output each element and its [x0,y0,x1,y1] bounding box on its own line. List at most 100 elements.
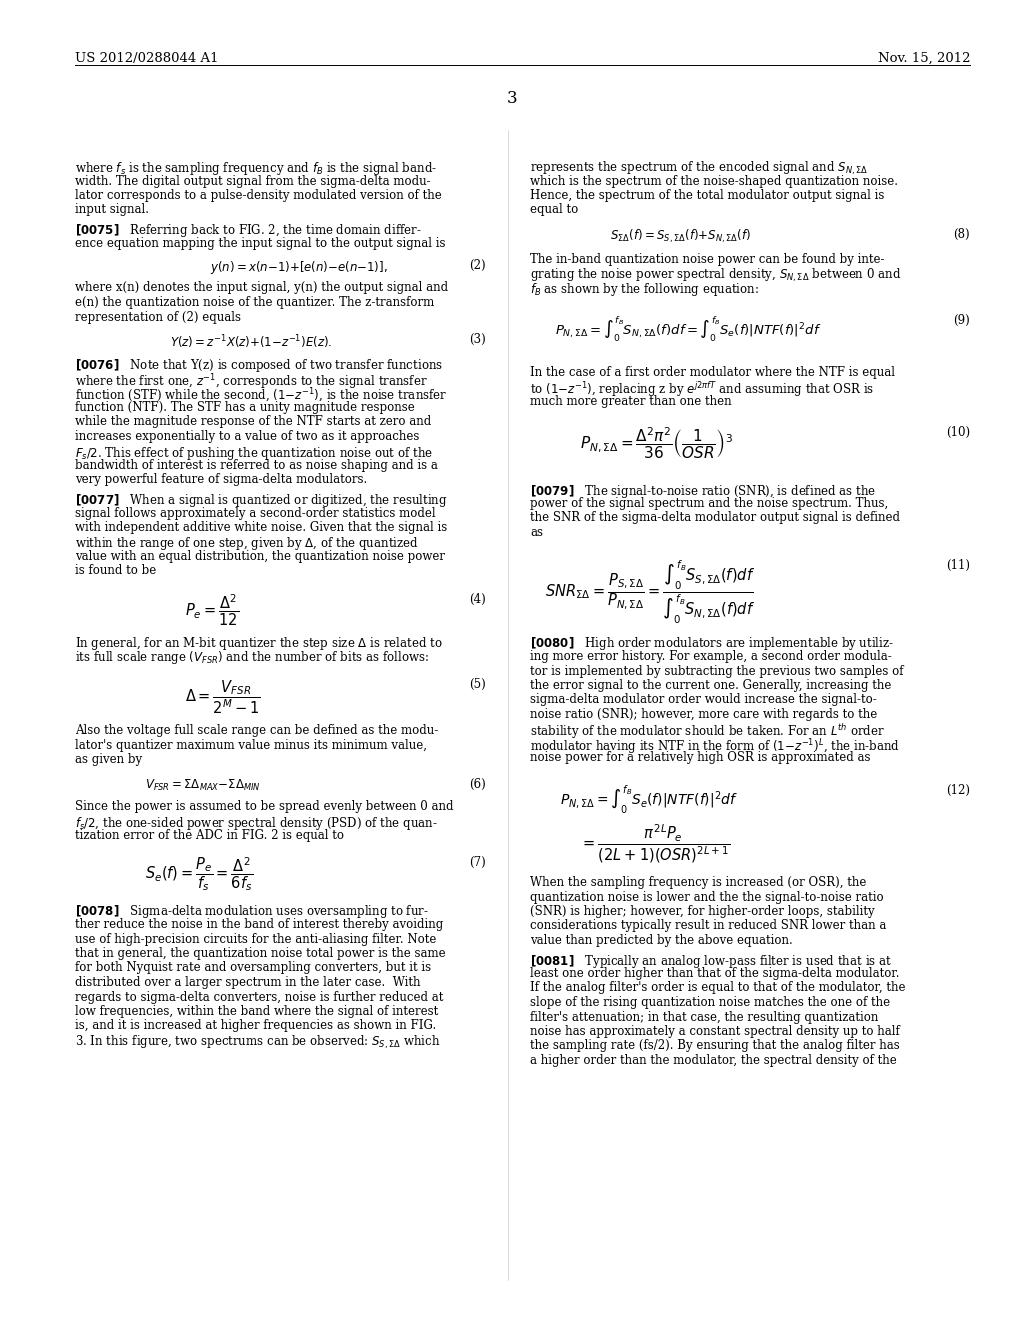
Text: $S_e(f) = \dfrac{P_e}{f_s} = \dfrac{\Delta^2}{6f_s}$: $S_e(f) = \dfrac{P_e}{f_s} = \dfrac{\Del… [145,855,253,894]
Text: the sampling rate (fs/2). By ensuring that the analog filter has: the sampling rate (fs/2). By ensuring th… [530,1040,900,1052]
Text: (6): (6) [469,777,486,791]
Text: as: as [530,525,543,539]
Text: $\mathbf{[0081]}$   Typically an analog low-pass filter is used that is at: $\mathbf{[0081]}$ Typically an analog lo… [530,953,892,969]
Text: to $(1{-}z^{-1})$, replacing z by $e^{j2\pi fT}$ and assuming that OSR is: to $(1{-}z^{-1})$, replacing z by $e^{j2… [530,380,874,400]
Text: increases exponentially to a value of two as it approaches: increases exponentially to a value of tw… [75,430,420,444]
Text: the SNR of the sigma-delta modulator output signal is defined: the SNR of the sigma-delta modulator out… [530,511,900,524]
Text: $P_{N,\Sigma\Delta} = \int_0^{f_B} S_{N,\Sigma\Delta}(f)df = \int_0^{f_B} S_e(f): $P_{N,\Sigma\Delta} = \int_0^{f_B} S_{N,… [555,314,821,343]
Text: (9): (9) [953,314,970,327]
Text: $\mathbf{[0076]}$   Note that Y(z) is composed of two transfer functions: $\mathbf{[0076]}$ Note that Y(z) is comp… [75,358,443,375]
Text: function (STF) while the second, $(1{-}z^{-1})$, is the noise transfer: function (STF) while the second, $(1{-}z… [75,387,447,404]
Text: while the magnitude response of the NTF starts at zero and: while the magnitude response of the NTF … [75,416,431,429]
Text: bandwidth of interest is referred to as noise shaping and is a: bandwidth of interest is referred to as … [75,459,438,473]
Text: Since the power is assumed to be spread evenly between 0 and: Since the power is assumed to be spread … [75,800,454,813]
Text: noise ratio (SNR); however, more care with regards to the: noise ratio (SNR); however, more care wi… [530,708,878,721]
Text: where $f_s$ is the sampling frequency and $f_B$ is the signal band-: where $f_s$ is the sampling frequency an… [75,160,437,177]
Text: filter's attenuation; in that case, the resulting quantization: filter's attenuation; in that case, the … [530,1011,879,1023]
Text: The in-band quantization noise power can be found by inte-: The in-band quantization noise power can… [530,252,885,265]
Text: e(n) the quantization noise of the quantizer. The z-transform: e(n) the quantization noise of the quant… [75,296,434,309]
Text: slope of the rising quantization noise matches the one of the: slope of the rising quantization noise m… [530,997,890,1008]
Text: (11): (11) [946,558,970,572]
Text: modulator having its NTF in the form of $(1{-}z^{-1})^L$, the in-band: modulator having its NTF in the form of … [530,737,900,756]
Text: If the analog filter's order is equal to that of the modulator, the: If the analog filter's order is equal to… [530,982,905,994]
Text: (2): (2) [469,259,486,272]
Text: $P_e = \dfrac{\Delta^2}{12}$: $P_e = \dfrac{\Delta^2}{12}$ [185,593,240,628]
Text: $\Delta = \dfrac{V_{FSR}}{2^M - 1}$: $\Delta = \dfrac{V_{FSR}}{2^M - 1}$ [185,678,261,715]
Text: signal follows approximately a second-order statistics model: signal follows approximately a second-or… [75,507,435,520]
Text: equal to: equal to [530,203,579,216]
Text: (3): (3) [469,333,486,346]
Text: (12): (12) [946,784,970,797]
Text: its full scale range $(V_{FSR})$ and the number of bits as follows:: its full scale range $(V_{FSR})$ and the… [75,649,429,667]
Text: quantization noise is lower and the the signal-to-noise ratio: quantization noise is lower and the the … [530,891,884,903]
Text: Hence, the spectrum of the total modulator output signal is: Hence, the spectrum of the total modulat… [530,189,885,202]
Text: Also the voltage full scale range can be defined as the modu-: Also the voltage full scale range can be… [75,723,438,737]
Text: is, and it is increased at higher frequencies as shown in FIG.: is, and it is increased at higher freque… [75,1019,436,1032]
Text: ing more error history. For example, a second order modula-: ing more error history. For example, a s… [530,649,892,663]
Text: where x(n) denotes the input signal, y(n) the output signal and: where x(n) denotes the input signal, y(n… [75,281,449,294]
Text: use of high-precision circuits for the anti-aliasing filter. Note: use of high-precision circuits for the a… [75,932,436,945]
Text: When the sampling frequency is increased (or OSR), the: When the sampling frequency is increased… [530,876,866,888]
Text: In general, for an M-bit quantizer the step size $\Delta$ is related to: In general, for an M-bit quantizer the s… [75,635,442,652]
Text: $f_s/2$, the one-sided power spectral density (PSD) of the quan-: $f_s/2$, the one-sided power spectral de… [75,814,437,832]
Text: $S_{\Sigma\Delta}(f){=}S_{S,\Sigma\Delta}(f){+}S_{N,\Sigma\Delta}(f)$: $S_{\Sigma\Delta}(f){=}S_{S,\Sigma\Delta… [610,228,751,246]
Text: as given by: as given by [75,752,142,766]
Text: lator's quantizer maximum value minus its minimum value,: lator's quantizer maximum value minus it… [75,738,427,751]
Text: (10): (10) [946,425,970,438]
Text: $\mathbf{[0078]}$   Sigma-delta modulation uses oversampling to fur-: $\mathbf{[0078]}$ Sigma-delta modulation… [75,903,429,920]
Text: US 2012/0288044 A1: US 2012/0288044 A1 [75,51,218,65]
Text: distributed over a larger spectrum in the later case.  With: distributed over a larger spectrum in th… [75,975,421,989]
Text: $F_s/2$. This effect of pushing the quantization noise out of the: $F_s/2$. This effect of pushing the quan… [75,445,433,462]
Text: ther reduce the noise in the band of interest thereby avoiding: ther reduce the noise in the band of int… [75,917,443,931]
Text: for both Nyquist rate and oversampling converters, but it is: for both Nyquist rate and oversampling c… [75,961,431,974]
Text: $V_{FSR}{=}\Sigma\Delta_{MAX}{-}\Sigma\Delta_{MIN}$: $V_{FSR}{=}\Sigma\Delta_{MAX}{-}\Sigma\D… [145,777,261,792]
Text: width. The digital output signal from the sigma-delta modu-: width. The digital output signal from th… [75,174,431,187]
Text: ence equation mapping the input signal to the output signal is: ence equation mapping the input signal t… [75,236,445,249]
Text: $f_B$ as shown by the following equation:: $f_B$ as shown by the following equation… [530,281,759,298]
Text: tization error of the ADC in FIG. 2 is equal to: tization error of the ADC in FIG. 2 is e… [75,829,344,842]
Text: $\mathbf{[0080]}$   High order modulators are implementable by utiliz-: $\mathbf{[0080]}$ High order modulators … [530,635,894,652]
Text: with independent additive white noise. Given that the signal is: with independent additive white noise. G… [75,521,447,535]
Text: sigma-delta modulator order would increase the signal-to-: sigma-delta modulator order would increa… [530,693,877,706]
Text: $\mathbf{[0079]}$   The signal-to-noise ratio (SNR), is defined as the: $\mathbf{[0079]}$ The signal-to-noise ra… [530,483,877,499]
Text: regards to sigma-delta converters, noise is further reduced at: regards to sigma-delta converters, noise… [75,990,443,1003]
Text: $y(n){=}x(n{-}1){+}[e(n){-}e(n{-}1)],$: $y(n){=}x(n{-}1){+}[e(n){-}e(n{-}1)],$ [210,259,388,276]
Text: considerations typically result in reduced SNR lower than a: considerations typically result in reduc… [530,920,887,932]
Text: $P_{N,\Sigma\Delta} = \int_0^{f_B} S_e(f)|NTF(f)|^2 df$: $P_{N,\Sigma\Delta} = \int_0^{f_B} S_e(f… [560,784,738,816]
Text: represents the spectrum of the encoded signal and $S_{N,\Sigma\Delta}$: represents the spectrum of the encoded s… [530,160,868,177]
Text: which is the spectrum of the noise-shaped quantization noise.: which is the spectrum of the noise-shape… [530,174,898,187]
Text: low frequencies, within the band where the signal of interest: low frequencies, within the band where t… [75,1005,438,1018]
Text: value with an equal distribution, the quantization noise power: value with an equal distribution, the qu… [75,550,445,564]
Text: $P_{N,\Sigma\Delta} = \dfrac{\Delta^2\pi^2}{36}\left(\dfrac{1}{OSR}\right)^3$: $P_{N,\Sigma\Delta} = \dfrac{\Delta^2\pi… [580,425,733,461]
Text: $= \dfrac{\pi^{2L} P_e}{(2L+1)(OSR)^{2L+1}}$: $= \dfrac{\pi^{2L} P_e}{(2L+1)(OSR)^{2L+… [580,822,730,865]
Text: 3. In this figure, two spectrums can be observed: $S_{S,\Sigma\Delta}$ which: 3. In this figure, two spectrums can be … [75,1034,440,1051]
Text: noise has approximately a constant spectral density up to half: noise has approximately a constant spect… [530,1026,900,1038]
Text: (5): (5) [469,678,486,690]
Text: tor is implemented by subtracting the previous two samples of: tor is implemented by subtracting the pr… [530,664,903,677]
Text: that in general, the quantization noise total power is the same: that in general, the quantization noise … [75,946,445,960]
Text: power of the signal spectrum and the noise spectrum. Thus,: power of the signal spectrum and the noi… [530,498,888,510]
Text: within the range of one step, given by $\Delta$, of the quantized: within the range of one step, given by $… [75,536,419,553]
Text: where the first one, $z^{-1}$, corresponds to the signal transfer: where the first one, $z^{-1}$, correspon… [75,372,428,392]
Text: $\mathbf{[0075]}$   Referring back to FIG. 2, the time domain differ-: $\mathbf{[0075]}$ Referring back to FIG.… [75,222,422,239]
Text: (SNR) is higher; however, for higher-order loops, stability: (SNR) is higher; however, for higher-ord… [530,906,874,917]
Text: value than predicted by the above equation.: value than predicted by the above equati… [530,935,793,946]
Text: a higher order than the modulator, the spectral density of the: a higher order than the modulator, the s… [530,1053,897,1067]
Text: very powerful feature of sigma-delta modulators.: very powerful feature of sigma-delta mod… [75,474,368,487]
Text: (4): (4) [469,593,486,606]
Text: is found to be: is found to be [75,565,157,578]
Text: (7): (7) [469,855,486,869]
Text: representation of (2) equals: representation of (2) equals [75,310,241,323]
Text: the error signal to the current one. Generally, increasing the: the error signal to the current one. Gen… [530,678,891,692]
Text: Nov. 15, 2012: Nov. 15, 2012 [878,51,970,65]
Text: $\mathbf{[0077]}$   When a signal is quantized or digitized, the resulting: $\mathbf{[0077]}$ When a signal is quant… [75,492,447,510]
Text: In the case of a first order modulator where the NTF is equal: In the case of a first order modulator w… [530,366,895,379]
Text: lator corresponds to a pulse-density modulated version of the: lator corresponds to a pulse-density mod… [75,189,441,202]
Text: function (NTF). The STF has a unity magnitude response: function (NTF). The STF has a unity magn… [75,401,415,414]
Text: input signal.: input signal. [75,203,150,216]
Text: $SNR_{\Sigma\Delta} = \dfrac{P_{S,\Sigma\Delta}}{P_{N,\Sigma\Delta}} = \dfrac{\i: $SNR_{\Sigma\Delta} = \dfrac{P_{S,\Sigma… [545,558,755,626]
Text: $Y(z){=}z^{-1}X(z){+}(1{-}z^{-1})E(z).$: $Y(z){=}z^{-1}X(z){+}(1{-}z^{-1})E(z).$ [170,333,333,351]
Text: noise power for a relatively high OSR is approximated as: noise power for a relatively high OSR is… [530,751,870,764]
Text: (8): (8) [953,228,970,242]
Text: 3: 3 [507,90,517,107]
